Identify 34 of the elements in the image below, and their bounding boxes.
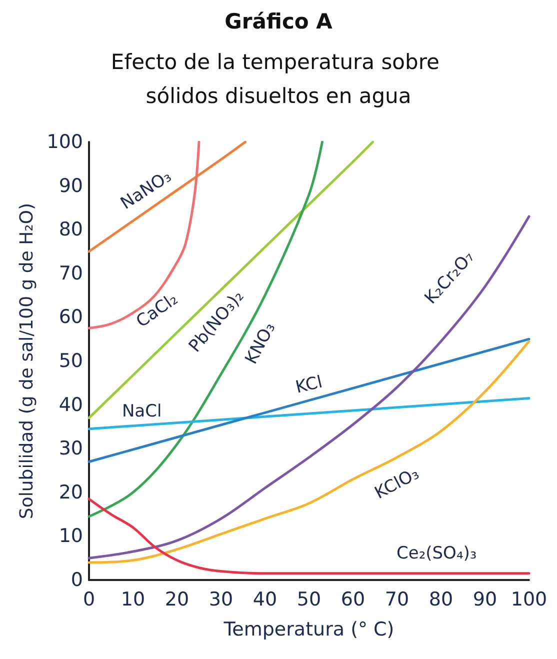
line-series [88,140,374,420]
x-tick-label: 10 [120,588,146,610]
y-tick-label: 50 [58,350,83,372]
y-tick-label: 70 [58,262,83,284]
x-axis-title: Temperatura (° C) [222,618,394,640]
line-series [88,498,530,575]
line-series [88,140,246,253]
x-tick-label: 70 [384,588,410,610]
y-tick-label: 90 [58,174,83,197]
x-tick-label: 80 [428,588,454,610]
line-series [88,140,324,518]
y-axis-title: Solubilidad (g de sal/100 g de H₂O) [16,202,38,520]
x-tick-label: 60 [340,588,366,610]
series-label: Ce₂(SO₄)₃ [396,544,477,564]
series-label: NaCl [122,401,162,422]
x-tick-label: 90 [472,588,498,610]
y-tick-label: 100 [46,131,83,153]
x-tick-label: 100 [510,588,548,610]
x-tick-label: 30 [208,588,234,610]
y-tick-label: 0 [70,569,83,591]
y-tick-label: 20 [58,481,83,504]
x-tick-label: 50 [296,588,322,610]
y-tick-label: 60 [58,306,83,328]
chart-subtitle: Efecto de la temperatura sobre sólidos disueltos en agua [110,50,446,108]
x-tick-label: 20 [164,588,190,610]
y-tick-label: 10 [58,525,83,548]
x-tick-label: 40 [252,588,278,610]
y-tick-label: 40 [58,394,83,416]
line-series [88,215,530,560]
y-tick-label: 80 [58,218,83,241]
text: KCl [294,372,324,398]
text: KClO₃ [372,464,422,504]
y-tick-label: 30 [58,438,83,460]
chart-title: Gráfico A [224,10,334,34]
